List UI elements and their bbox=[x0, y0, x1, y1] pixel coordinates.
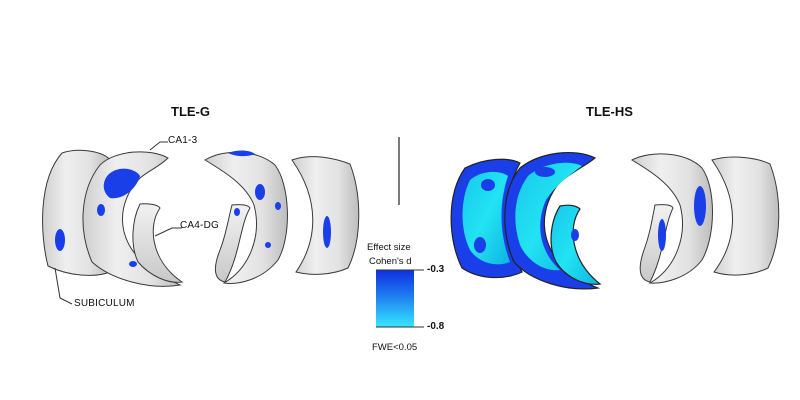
ca13-leader-line bbox=[149, 141, 168, 151]
tle-g-effect-patch bbox=[275, 202, 281, 210]
panel-title-tle-hs: TLE-HS bbox=[586, 104, 633, 119]
legend-subheading: Cohen's d bbox=[369, 256, 412, 267]
tle-g-panel bbox=[42, 149, 360, 287]
tle-g-ca13-right bbox=[204, 151, 288, 284]
tle-hs-effect-patch bbox=[658, 219, 666, 251]
ca4dg-leader-line bbox=[154, 227, 182, 237]
effect-size-legend bbox=[376, 269, 424, 328]
tle-g-effect-patch bbox=[103, 168, 140, 199]
panel-title-tle-g: TLE-G bbox=[171, 104, 210, 119]
tle-hs-subiculum-right bbox=[711, 156, 780, 276]
tle-g-ca4dg-left bbox=[132, 203, 184, 283]
tle-g-effect-patch bbox=[265, 242, 271, 248]
legend-color-bar bbox=[376, 270, 414, 327]
tle-g-effect-patch bbox=[228, 150, 255, 157]
region-leader-lines bbox=[54, 141, 182, 305]
tle-g-effect-patch bbox=[97, 204, 105, 216]
tle-hs-effect-patch bbox=[462, 171, 510, 265]
tle-hs-effect-patch bbox=[694, 186, 706, 226]
tle-hs-effect-patch bbox=[515, 162, 582, 271]
legend-threshold: FWE<0.05 bbox=[372, 342, 418, 353]
region-label-ca4dg: CA4-DG bbox=[180, 220, 219, 231]
tle-g-effect-patch bbox=[323, 216, 331, 248]
tle-hs-ca13-right bbox=[630, 153, 713, 284]
legend-max-label: -0.3 bbox=[427, 264, 445, 275]
tle-hs-ca4dg-left bbox=[550, 204, 602, 285]
subiculum-leader-line bbox=[54, 267, 73, 305]
tle-hs-effect-patch bbox=[571, 229, 579, 241]
region-label-subiculum: SUBICULUM bbox=[74, 298, 135, 309]
tle-g-ca4dg-right bbox=[214, 204, 251, 283]
tle-g-effect-patch bbox=[129, 261, 137, 267]
legend-heading: Effect size bbox=[367, 242, 411, 253]
tle-hs-effect-patch bbox=[474, 237, 486, 253]
tle-g-effect-patch bbox=[234, 208, 240, 216]
tle-g-effect-patch bbox=[55, 229, 65, 251]
region-label-ca13: CA1-3 bbox=[168, 135, 198, 146]
legend-min-label: -0.8 bbox=[427, 321, 445, 332]
tle-g-effect-patch bbox=[255, 184, 265, 200]
tle-hs-effect-patch bbox=[535, 167, 555, 177]
tle-hs-panel bbox=[450, 151, 780, 290]
tle-g-subiculum-right bbox=[291, 156, 360, 275]
tle-hs-effect-patch bbox=[481, 179, 495, 191]
